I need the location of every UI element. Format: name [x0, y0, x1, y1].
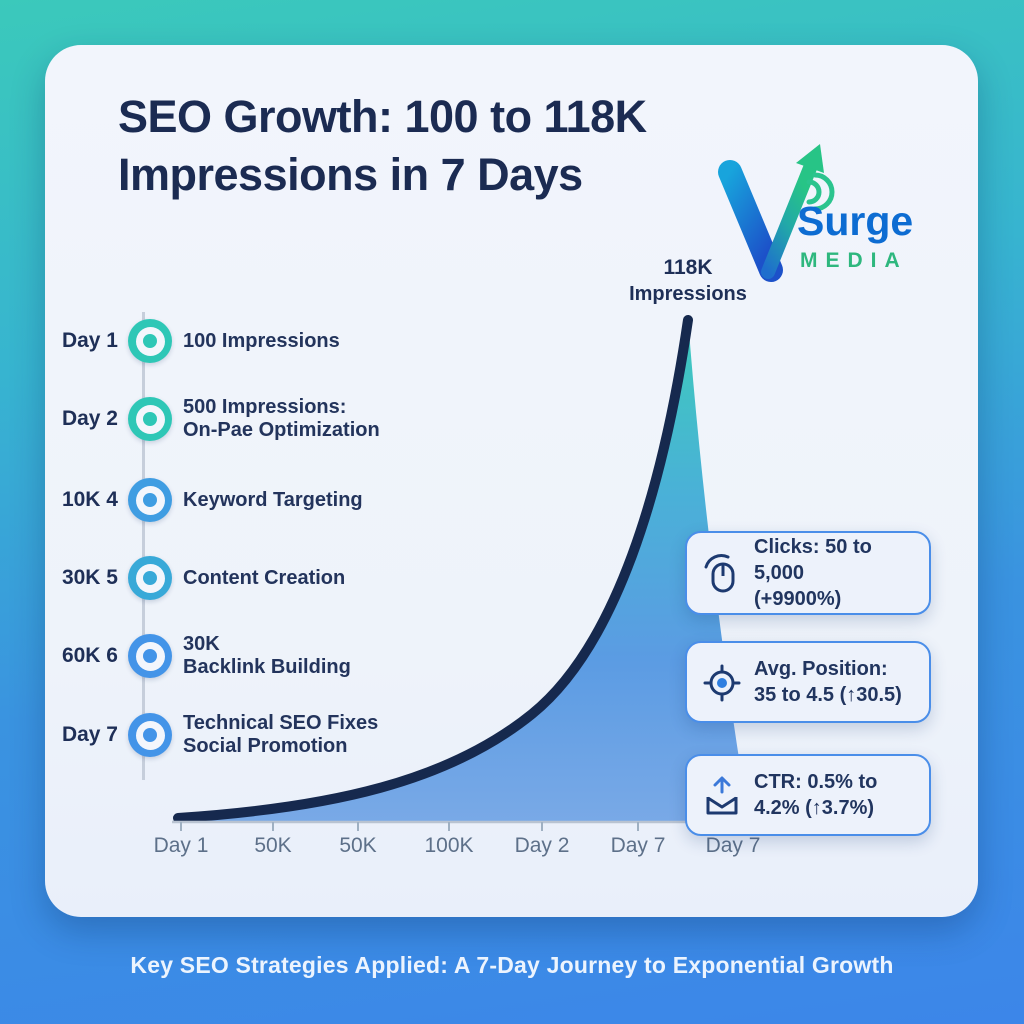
stat-line: 4.2% (↑3.7%) — [754, 797, 875, 819]
timeline-text: 100 Impressions — [183, 330, 340, 353]
timeline-text-line: 500 Impressions: — [183, 396, 347, 418]
x-axis-label: Day 1 — [153, 834, 209, 857]
stat-line: CTR: 0.5% to — [754, 771, 878, 793]
timeline-marker-icon — [128, 397, 172, 441]
timeline-marker-icon — [128, 319, 172, 363]
stat-line: Clicks: 50 to 5,000 — [754, 536, 872, 584]
timeline-marker-icon — [128, 478, 172, 522]
logo-word-media: MEDIA — [800, 249, 908, 272]
stat-card-text: Avg. Position: 35 to 4.5 (↑30.5) — [754, 656, 908, 708]
mouse-click-icon — [704, 554, 735, 593]
timeline-text: Content Creation — [183, 567, 345, 590]
surge-media-wordmark: Surge MEDIA — [797, 198, 913, 273]
timeline-text: 30K Backlink Building — [183, 633, 351, 679]
stat-card-avg-position: Avg. Position: 35 to 4.5 (↑30.5) — [685, 641, 931, 723]
target-icon — [703, 664, 741, 702]
timeline-marker-icon — [128, 556, 172, 600]
stat-card-text: CTR: 0.5% to 4.2% (↑3.7%) — [754, 769, 883, 821]
logo-v-left-arm — [718, 160, 783, 282]
timeline-marker-icon — [128, 634, 172, 678]
logo-signal-arc-large — [812, 172, 835, 212]
stat-line: Avg. Position: — [754, 658, 888, 680]
stat-card-ctr: CTR: 0.5% to 4.2% (↑3.7%) — [685, 754, 931, 836]
logo-signal-arc-small — [806, 179, 822, 205]
peak-value: 118K — [663, 256, 713, 279]
timeline-item-day2: Day 2 500 Impressions: On-Pae Optimizati… — [52, 396, 380, 442]
timeline-marker-icon — [128, 713, 172, 757]
timeline-item-day1: Day 1 100 Impressions — [52, 318, 340, 364]
logo-word-surge: Surge — [797, 198, 914, 244]
chart-peak-annotation: 118K Impressions — [613, 256, 763, 306]
title-line-1: SEO Growth: 100 to 118K — [118, 91, 647, 142]
timeline-label: Day 7 — [61, 723, 118, 746]
peak-unit: Impressions — [629, 283, 747, 305]
timeline-item-day5: 30K 5 Content Creation — [52, 555, 345, 601]
timeline-text-line: Content Creation — [183, 566, 346, 589]
x-axis-label: Day 7 — [610, 834, 666, 857]
logo-arrow-head — [796, 144, 824, 173]
timeline-label: 60K 6 — [61, 644, 118, 667]
surge-media-logo-icon — [718, 144, 835, 282]
stat-line: (+9900%) — [754, 588, 842, 610]
timeline-item-day7: Day 7 Technical SEO Fixes Social Promoti… — [52, 712, 378, 758]
timeline-text-line: Social Promotion — [183, 735, 348, 757]
x-axis-label: 50K — [254, 834, 292, 857]
timeline-item-day4: 10K 4 Keyword Targeting — [52, 477, 363, 523]
timeline-text-line: Technical SEO Fixes — [183, 712, 379, 734]
x-axis-label: Day 2 — [514, 834, 570, 857]
upload-mail-icon — [706, 776, 738, 815]
title-line-2: Impressions in 7 Days — [118, 149, 583, 200]
logo-v-right-arm — [761, 161, 817, 279]
x-axis-label: 50K — [339, 834, 377, 857]
footer-caption: Key SEO Strategies Applied: A 7-Day Jour… — [130, 952, 894, 978]
x-axis-label: 100K — [424, 834, 474, 857]
timeline-label: Day 2 — [61, 407, 118, 430]
timeline-connector-line — [142, 312, 145, 780]
stat-card-text: Clicks: 50 to 5,000 (+9900%) — [754, 534, 929, 612]
stat-line: 35 to 4.5 (↑30.5) — [754, 684, 902, 706]
timeline-text-line: 100 Impressions — [183, 329, 340, 352]
timeline-text-line: On-Pae Optimization — [183, 419, 380, 441]
timeline-text: Technical SEO Fixes Social Promotion — [183, 712, 378, 758]
timeline-text: Keyword Targeting — [183, 489, 363, 512]
timeline-text: 500 Impressions: On-Pae Optimization — [183, 396, 380, 442]
page-title: SEO Growth: 100 to 118K Impressions in 7… — [118, 88, 647, 204]
timeline-label: 30K 5 — [61, 566, 118, 589]
timeline-text-line: 30K — [183, 633, 220, 655]
timeline-text-line: Backlink Building — [183, 656, 351, 678]
timeline-label: Day 1 — [61, 329, 118, 352]
timeline-text-line: Keyword Targeting — [183, 488, 363, 511]
x-axis-label: Day 7 — [705, 834, 761, 857]
timeline-label: 10K 4 — [61, 488, 118, 511]
stat-card-clicks: Clicks: 50 to 5,000 (+9900%) — [685, 531, 931, 615]
timeline-item-day6: 60K 6 30K Backlink Building — [52, 633, 351, 679]
